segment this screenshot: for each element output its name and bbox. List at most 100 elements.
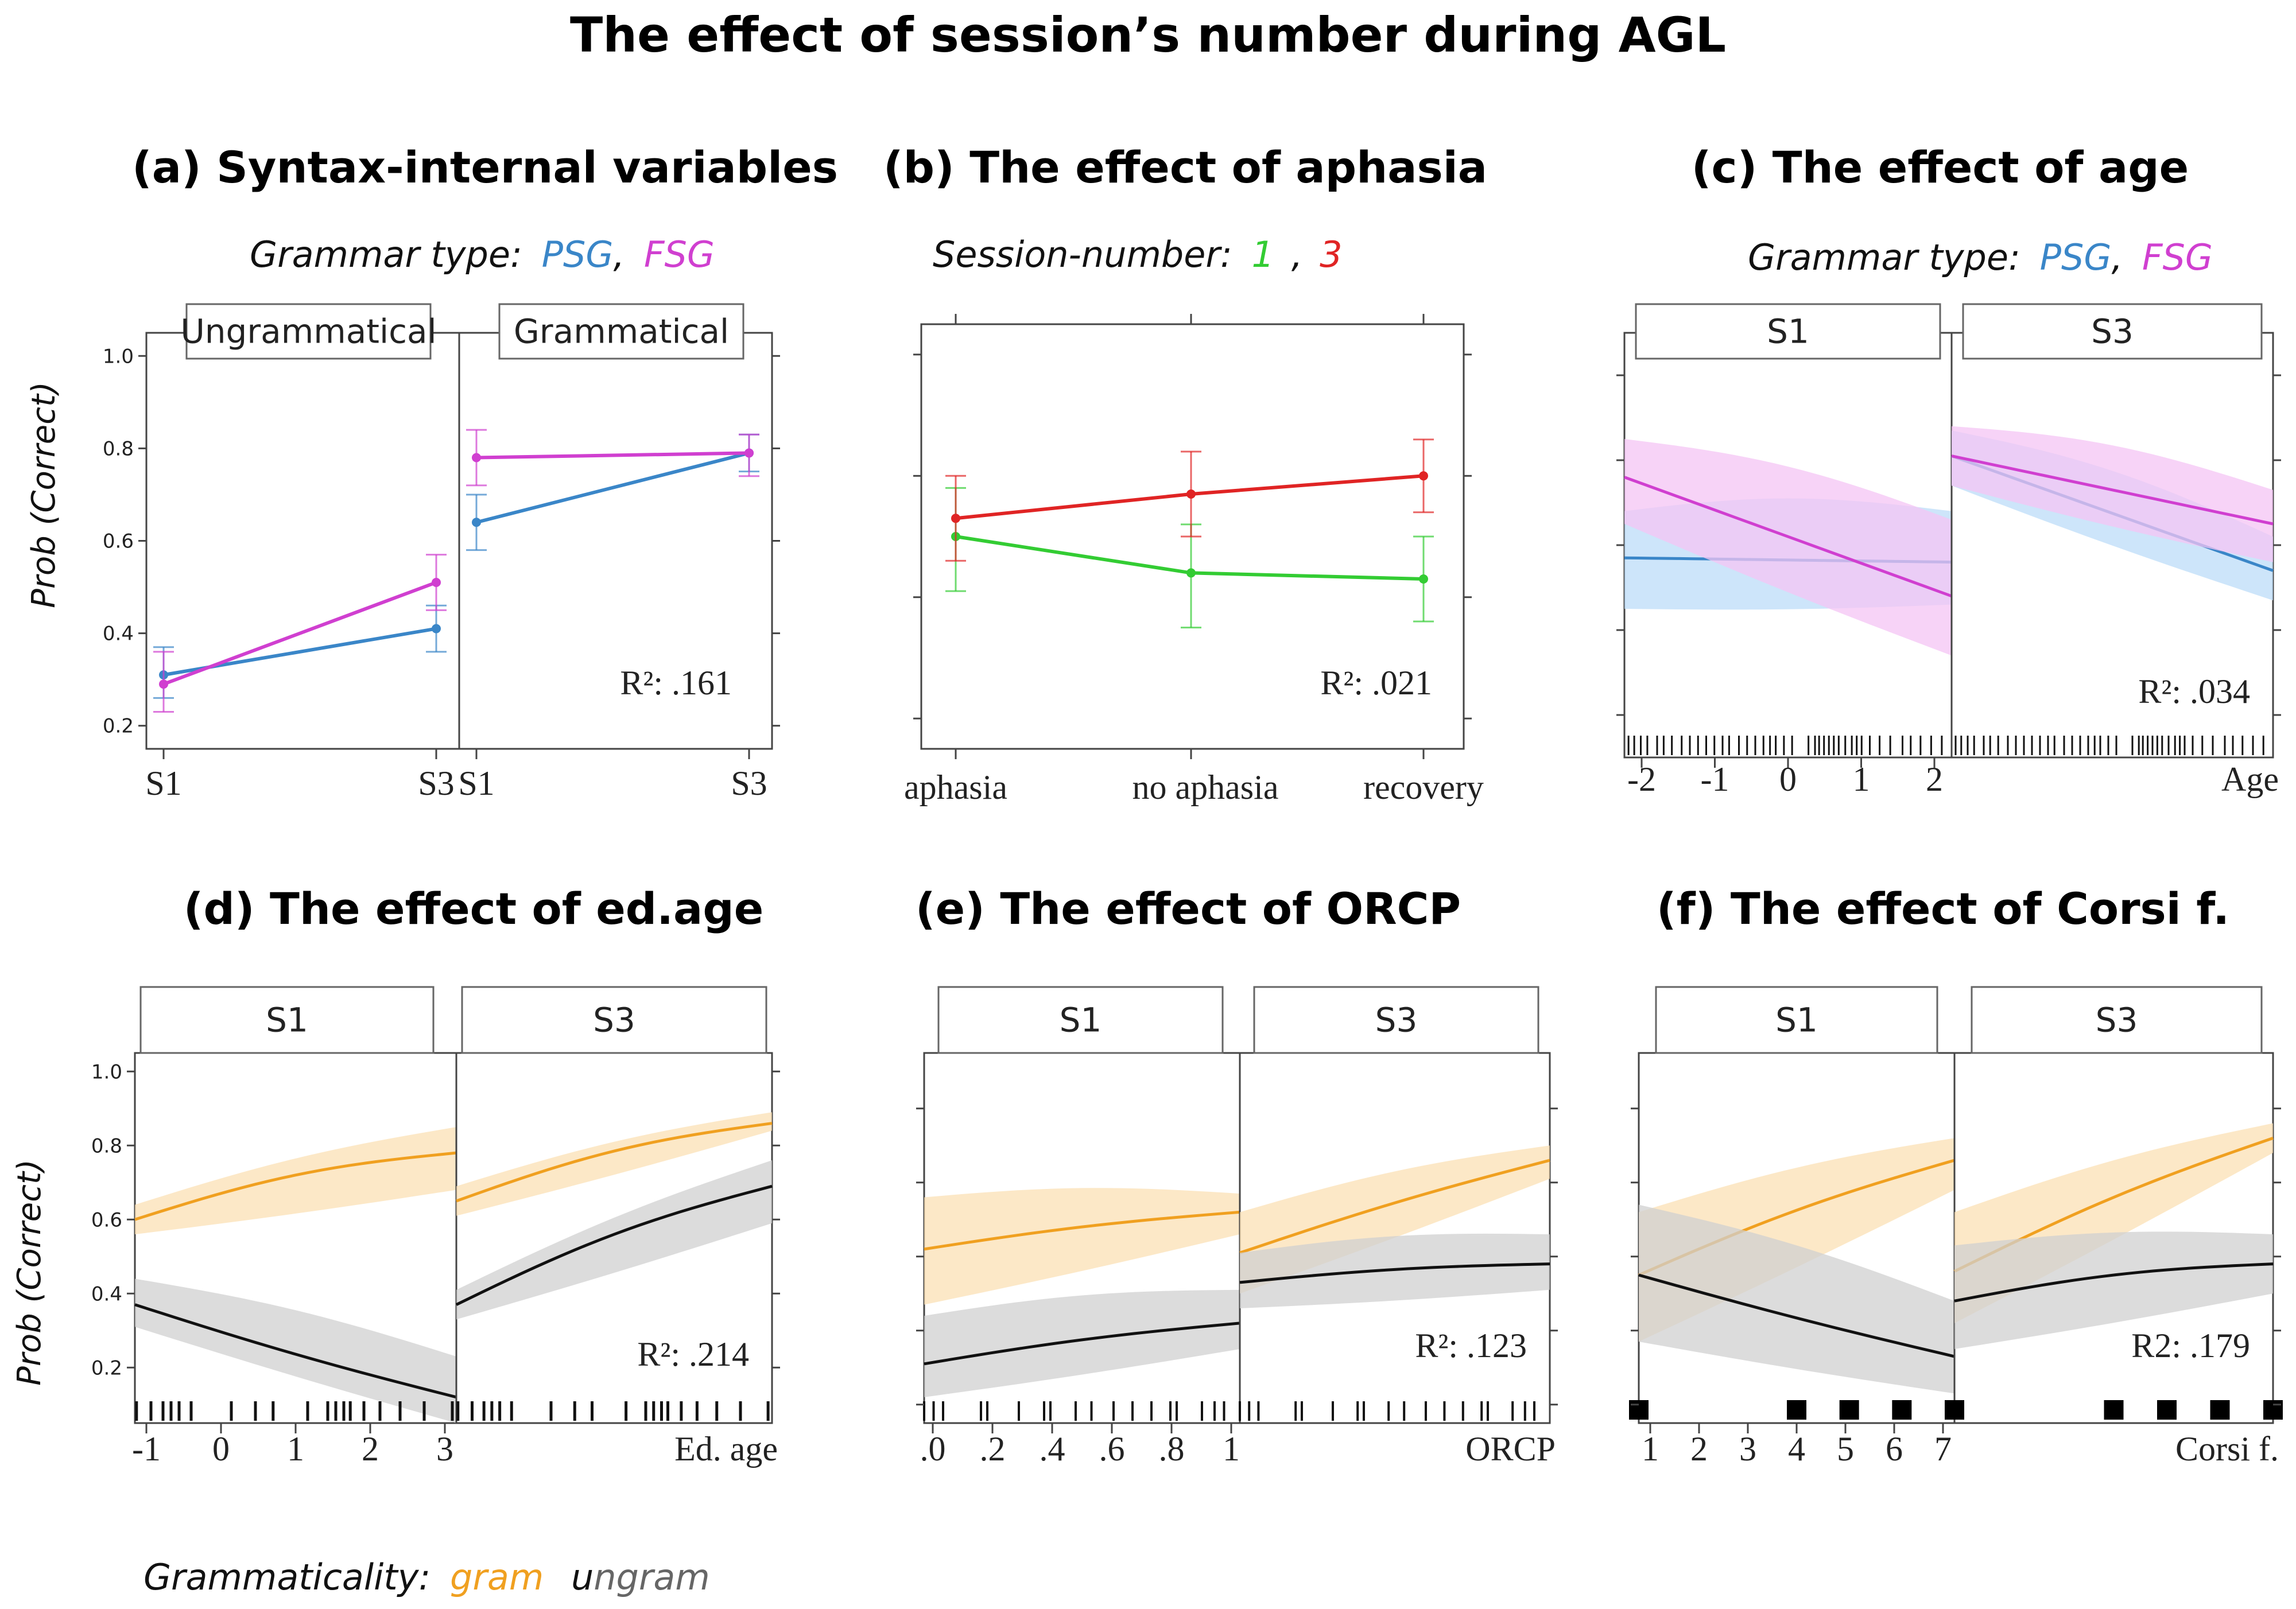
rug-mark xyxy=(1839,1400,1859,1420)
series-line-psg xyxy=(476,451,750,524)
y-tick-label-d: 0.6 xyxy=(91,1208,122,1231)
legend-ungram-u: u xyxy=(571,1556,594,1598)
strip-d-1 xyxy=(461,986,767,1054)
x-axis-label-e: ORCP xyxy=(1465,1430,1556,1468)
strip-e-1 xyxy=(1253,986,1539,1054)
series-line-fsg xyxy=(1624,476,1952,598)
legend-grammar-c: Grammar type: PSG, FSG xyxy=(1748,236,2213,278)
data-point-session-3 xyxy=(1186,489,1196,499)
y-tick-label-a: 0.8 xyxy=(103,437,134,460)
legend-fsg: FSG xyxy=(2142,236,2213,278)
x-tick-label-f: 7 xyxy=(1934,1430,1952,1468)
strip-label-a-1: Grammatical xyxy=(514,312,729,351)
series-line-fsg xyxy=(162,581,437,686)
rug-mark xyxy=(2210,1400,2230,1420)
strip-a-0 xyxy=(185,303,432,360)
legend-grammar-a: Grammar type: PSG, FSG xyxy=(250,234,715,275)
data-point-fsg xyxy=(744,448,754,458)
chart-title-b: (b) The effect of aphasia xyxy=(883,142,1487,193)
r2-label-f: R2: .179 xyxy=(2131,1327,2250,1365)
x-tick-label-b: recovery xyxy=(1363,768,1484,806)
legend-psg: PSG xyxy=(2040,236,2112,278)
rug-mark xyxy=(1787,1400,1806,1420)
ci-band-ungram xyxy=(135,1278,456,1423)
x-tick-label-e: .2 xyxy=(980,1430,1006,1468)
strip-label-f-0: S1 xyxy=(1775,1001,1818,1040)
strip-d-0 xyxy=(139,986,435,1054)
legend-sep: , xyxy=(613,234,625,275)
series-line-ungram xyxy=(1239,1262,1550,1284)
chart-title-d: (d) The effect of ed.age xyxy=(184,883,764,934)
series-line-ungram xyxy=(1954,1262,2274,1303)
data-point-session-1 xyxy=(1186,568,1196,578)
r2-label-a: R²: .161 xyxy=(620,664,732,702)
strip-c-1 xyxy=(1962,303,2263,360)
series-line-gram xyxy=(1239,1159,1550,1254)
ci-band-fsg xyxy=(1624,439,1952,656)
x-tick-label-e: .0 xyxy=(920,1430,946,1468)
x-axis-label-d: Ed. age xyxy=(674,1430,778,1468)
ci-band-gram xyxy=(456,1112,772,1216)
x-tick-label-c: 1 xyxy=(1853,760,1870,798)
legend-session-3: 3 xyxy=(1320,234,1342,275)
y-tick-label-a: 0.2 xyxy=(103,715,134,738)
strip-label-c-0: S1 xyxy=(1767,312,1809,351)
main-title: The effect of session’s number during AG… xyxy=(570,7,1726,63)
chart-title-f: (f) The effect of Corsi f. xyxy=(1657,883,2229,934)
x-tick-label-d: 0 xyxy=(212,1430,230,1468)
rug-mark xyxy=(1945,1400,1964,1420)
y-tick-label-d: 0.2 xyxy=(91,1357,122,1379)
strip-label-d-0: S1 xyxy=(266,1001,308,1040)
chart-title-c: (c) The effect of age xyxy=(1692,142,2189,193)
y-axis-label: Prob (Correct) xyxy=(11,1159,48,1386)
legend-ungram-rest: ngram xyxy=(594,1556,710,1598)
data-point-session-3 xyxy=(951,514,960,523)
strip-label-c-1: S3 xyxy=(2091,312,2134,351)
ci-band-gram xyxy=(924,1188,1240,1305)
data-point-fsg xyxy=(472,453,481,463)
chart-title-a: (a) Syntax-internal variables xyxy=(132,142,838,193)
rug-mark xyxy=(2104,1400,2124,1420)
r2-label-e: R²: .123 xyxy=(1415,1327,1527,1365)
panel-frame-b xyxy=(920,323,1465,750)
x-tick-label-c: -1 xyxy=(1701,760,1729,798)
series-line-gram xyxy=(456,1122,773,1203)
r2-label-b: R²: .021 xyxy=(1320,664,1432,702)
strip-e-0 xyxy=(937,986,1224,1054)
x-tick-label-f: 3 xyxy=(1739,1430,1756,1468)
x-tick-label-c: 0 xyxy=(1779,760,1797,798)
x-axis-label-c: Age xyxy=(2221,760,2279,798)
strip-label-a-0: Ungrammatical xyxy=(180,312,436,351)
panel-frame-a-0 xyxy=(145,332,460,750)
legend-session-prefix: Session-number: xyxy=(933,234,1232,275)
charts-container: (a) Syntax-internal variables (b) The eff… xyxy=(11,142,2283,1468)
x-tick-label-e: .6 xyxy=(1099,1430,1125,1468)
strip-label-f-1: S3 xyxy=(2096,1001,2138,1040)
ci-band-ungram xyxy=(1954,1231,2273,1349)
legend-session-b: Session-number: 1 , 3 xyxy=(933,234,1343,275)
series-line-fsg xyxy=(476,451,750,460)
x-tick-label-d: 1 xyxy=(287,1430,304,1468)
x-tick-label-b: no aphasia xyxy=(1133,768,1279,806)
legend-grammaticality: Grammaticality: gram ungram xyxy=(144,1556,710,1598)
ci-band-ungram xyxy=(924,1289,1240,1397)
x-tick-label-f: 1 xyxy=(1642,1430,1659,1468)
y-axis-label: Prob (Correct) xyxy=(25,382,63,608)
chart-title-e: (e) The effect of ORCP xyxy=(916,883,1461,934)
strip-f-1 xyxy=(1971,986,2263,1054)
x-tick-label-a: S1 xyxy=(458,764,494,802)
r2-label-c: R²: .034 xyxy=(2138,673,2250,710)
series-line-ungram xyxy=(455,1184,773,1306)
data-point-session-3 xyxy=(1419,471,1428,481)
x-tick-label-f: 4 xyxy=(1788,1430,1805,1468)
x-tick-label-f: 6 xyxy=(1886,1430,1903,1468)
r2-label-d: R²: .214 xyxy=(637,1335,749,1373)
ci-band-gram xyxy=(135,1127,456,1235)
x-tick-label-e: .8 xyxy=(1159,1430,1185,1468)
x-tick-label-d: 3 xyxy=(436,1430,453,1468)
x-tick-label-c: 2 xyxy=(1926,760,1943,798)
legend-sep: , xyxy=(2111,236,2123,278)
rug-mark xyxy=(1892,1400,1912,1420)
legend-psg: PSG xyxy=(542,234,614,275)
